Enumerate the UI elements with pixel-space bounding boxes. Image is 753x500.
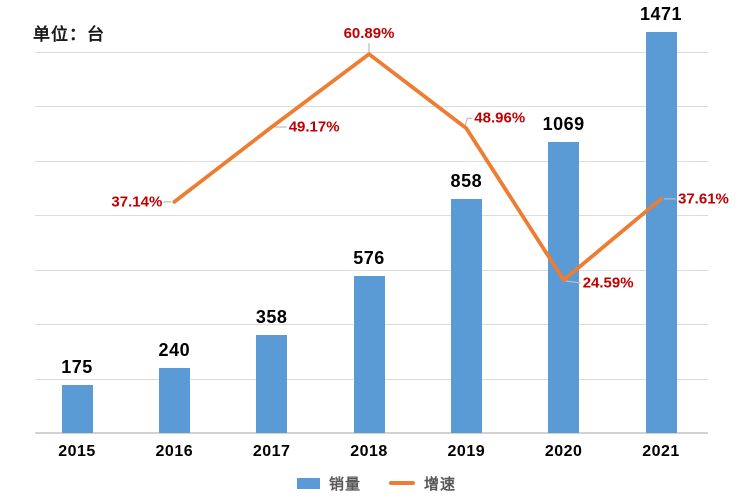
growth-label-2016: 37.14% — [111, 193, 163, 211]
bar-2018 — [353, 276, 385, 433]
bar-value-label-2021: 1471 — [639, 4, 683, 25]
bar-2017 — [256, 335, 288, 433]
bar-2019 — [450, 199, 482, 433]
x-axis-label-2021: 2021 — [642, 443, 680, 460]
growth-label-2020: 24.59% — [582, 274, 634, 292]
bar-2021 — [645, 32, 677, 433]
gridline — [35, 51, 708, 53]
growth-label-2018: 60.89% — [343, 25, 395, 43]
x-axis-line — [35, 432, 708, 434]
gridline — [35, 269, 708, 271]
x-axis-label-2015: 2015 — [58, 443, 96, 460]
bar-value-label-2015: 175 — [61, 357, 93, 378]
legend: 销量 增速 — [0, 472, 753, 494]
x-axis-label-2020: 2020 — [544, 443, 583, 460]
gridline — [35, 106, 708, 107]
bar-2015 — [61, 385, 93, 433]
bar-value-label-2020: 1069 — [542, 113, 585, 134]
gridline — [35, 160, 708, 162]
legend-growth-label: 增速 — [424, 475, 457, 493]
bar-value-label-2017: 358 — [255, 307, 288, 328]
bar-2016 — [158, 367, 190, 433]
bar-value-label-2018: 576 — [353, 248, 385, 268]
unit-label: 单位：台 — [33, 25, 105, 44]
x-axis-label-2017: 2017 — [252, 443, 291, 460]
bar-value-label-2016: 240 — [158, 339, 191, 360]
x-axis-label-2019: 2019 — [447, 443, 486, 460]
growth-label-2017: 49.17% — [288, 118, 340, 136]
growth-label-2019: 48.96% — [474, 109, 526, 127]
bar-value-label-2019: 858 — [450, 171, 483, 192]
legend-sales-label: 销量 — [328, 475, 361, 493]
growth-label-2021: 37.61% — [678, 190, 729, 208]
legend-growth-swatch — [389, 481, 415, 485]
bar-2020 — [548, 141, 580, 433]
x-axis-label-2016: 2016 — [155, 443, 194, 460]
gridline — [35, 215, 708, 216]
legend-sales-swatch — [296, 477, 320, 489]
x-axis-label-2018: 2018 — [350, 443, 388, 460]
